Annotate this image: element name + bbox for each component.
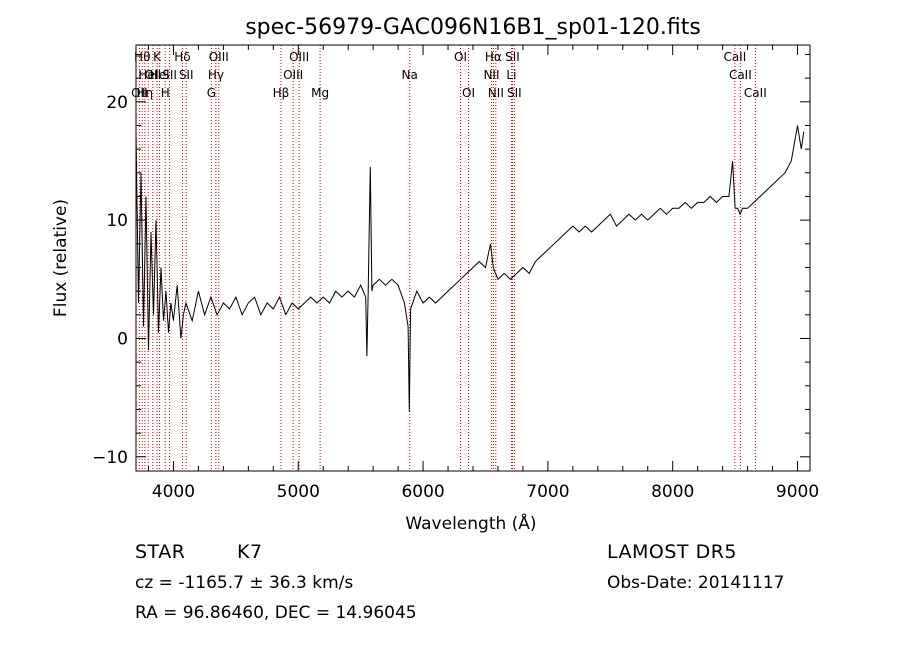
line-label: NII (483, 68, 499, 82)
emission-line-markers (138, 45, 756, 471)
line-label: SII (162, 68, 177, 82)
y-tick-label: 10 (106, 211, 128, 231)
x-tick-label: 4000 (152, 482, 195, 502)
object-class: STAR (135, 541, 186, 563)
line-label: SII (507, 86, 522, 100)
line-label: SII (505, 50, 520, 64)
line-label: OIII (283, 68, 303, 82)
line-label: Hθ (134, 50, 150, 64)
line-label: OII (131, 86, 148, 100)
line-label: K (153, 50, 162, 64)
line-label: CaII (729, 68, 752, 82)
x-axis-label: Wavelength (Å) (405, 512, 536, 534)
line-label: OIII (209, 50, 229, 64)
line-label: Hα (485, 50, 502, 64)
redshift-velocity: cz = -1165.7 ± 36.3 km/s (135, 573, 354, 593)
line-label: OI (454, 50, 467, 64)
plot-frame (135, 44, 811, 472)
y-axis-label: Flux (relative) (51, 199, 71, 317)
chart-title: spec-56979-GAC096N16B1_sp01-120.fits (245, 15, 701, 40)
line-label: SII (179, 68, 194, 82)
line-label: OI (462, 86, 475, 100)
line-label: Na (402, 68, 418, 82)
emission-line-labels: OIIHθHηHelOIIKHelHSIIHδSIIGHγOIIIHβOIIIO… (131, 50, 767, 100)
line-label: Hel (138, 68, 158, 82)
x-tick-label: 7000 (526, 482, 569, 502)
line-label: OII (145, 68, 162, 82)
line-label: Hel (150, 68, 170, 82)
object-subclass: K7 (237, 541, 263, 563)
survey-name: LAMOST DR5 (607, 541, 737, 563)
x-tick-label: 5000 (277, 482, 320, 502)
line-label: OIII (289, 50, 309, 64)
spectrum-line (135, 125, 805, 412)
line-label: H (161, 86, 170, 100)
line-label: NII (488, 86, 504, 100)
coordinates: RA = 96.86460, DEC = 14.96045 (135, 603, 417, 623)
line-label: Hη (137, 86, 154, 100)
y-tick-label: 20 (106, 93, 128, 113)
line-label: Mg (311, 86, 329, 100)
observation-date: Obs-Date: 20141117 (607, 573, 785, 593)
line-label: Hβ (273, 86, 290, 100)
x-tick-label: 9000 (776, 482, 819, 502)
spectrum-series (135, 125, 805, 412)
line-label: Hγ (208, 68, 224, 82)
x-tick-label: 6000 (401, 482, 444, 502)
line-label: G (207, 86, 216, 100)
x-tick-label: 8000 (651, 482, 694, 502)
line-label: Li (506, 68, 516, 82)
line-label: CaII (723, 50, 746, 64)
line-label: CaII (744, 86, 767, 100)
y-tick-label: 0 (117, 329, 128, 349)
y-axis: −10 0 10 20 (92, 53, 810, 468)
line-label: Hδ (174, 50, 190, 64)
y-tick-label: −10 (92, 448, 128, 468)
x-axis: 4000 5000 6000 7000 8000 9000 (147, 45, 819, 502)
